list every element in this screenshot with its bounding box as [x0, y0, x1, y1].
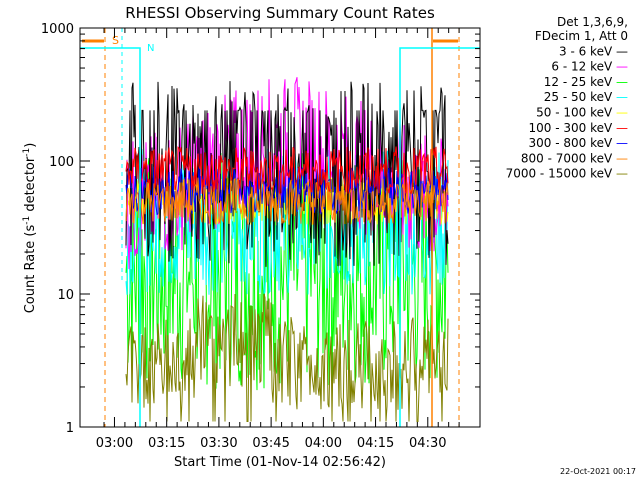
legend-entry: 6 - 12 keV — — [551, 60, 628, 74]
legend-swatch: — — [616, 151, 628, 165]
plot-frame — [79, 27, 481, 428]
series-line — [125, 166, 449, 216]
legend-entry: 800 - 7000 keV — — [521, 151, 628, 165]
plot-area: SN — [80, 28, 480, 427]
series-line — [125, 293, 449, 422]
legend-swatch: — — [616, 90, 628, 104]
series-line — [125, 177, 449, 225]
y-axis-label-mid: detector — [23, 156, 38, 216]
y-axis: 1 10 100 1000 — [41, 22, 480, 436]
legend-entry: 300 - 800 keV — — [528, 136, 628, 150]
legend-swatch: — — [616, 44, 628, 58]
y-tick-label: 10 — [57, 288, 74, 303]
legend-entry: 25 - 50 keV — — [544, 90, 628, 104]
y-tick-label: 1 — [66, 421, 74, 436]
legend: Det 1,3,6,9, FDecim 1, Att 0 3 - 6 keV —… — [506, 15, 628, 181]
generation-timestamp: 22-Oct-2021 00:17 — [560, 467, 636, 476]
x-tick-label: 04:30 — [409, 436, 446, 451]
legend-header-line-2: FDecim 1, Att 0 — [535, 29, 628, 43]
night-marker-line — [80, 47, 141, 427]
x-axis: 03:00 03:15 03:30 03:45 04:00 04:15 04:30 — [96, 28, 460, 451]
x-tick-label: 04:00 — [305, 436, 342, 451]
legend-swatch: — — [616, 121, 628, 135]
night-marker-line — [399, 47, 480, 427]
night-marker-label: N — [147, 43, 154, 54]
legend-entry: 3 - 6 keV — — [559, 44, 628, 58]
y-tick-label: 100 — [49, 155, 74, 170]
legend-header-line-1: Det 1,3,6,9, — [557, 15, 628, 29]
legend-swatch: — — [616, 136, 628, 150]
x-tick-label: 03:45 — [252, 436, 289, 451]
x-tick-label: 03:30 — [200, 436, 237, 451]
x-axis-label: Start Time (01-Nov-14 02:56:42) — [174, 455, 386, 470]
y-axis-label-sup2: -1 — [22, 148, 32, 157]
legend-swatch: — — [616, 60, 628, 74]
y-axis-label-main: Count Rate (s — [23, 225, 38, 314]
saa-marker-label: S — [112, 34, 119, 47]
legend-entry: 100 - 300 keV — — [528, 121, 628, 135]
x-tick-label: 03:15 — [148, 436, 185, 451]
legend-entry: 50 - 100 keV — — [536, 106, 628, 120]
x-tick-label: 04:15 — [357, 436, 394, 451]
legend-swatch: — — [616, 75, 628, 89]
y-tick-label: 1000 — [41, 22, 74, 37]
series-line — [125, 146, 449, 196]
legend-entry: 7000 - 15000 keV — — [506, 167, 628, 181]
legend-swatch: — — [616, 106, 628, 120]
chart-title: RHESSI Observing Summary Count Rates — [125, 4, 435, 22]
legend-entry: 12 - 25 keV — — [544, 75, 628, 89]
y-axis-label-end: ) — [23, 143, 38, 148]
x-tick-label: 03:00 — [96, 436, 133, 451]
legend-swatch: — — [616, 167, 628, 181]
y-axis-label-sup1: -1 — [22, 216, 32, 225]
y-axis-label: Count Rate (s-1 detector-1) — [22, 143, 38, 314]
